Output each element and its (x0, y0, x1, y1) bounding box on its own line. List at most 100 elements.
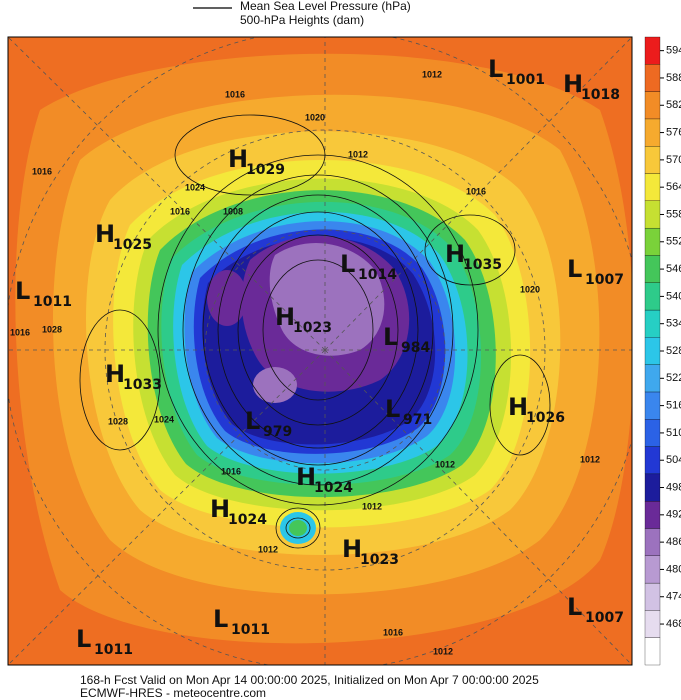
center-value: 1011 (94, 642, 133, 658)
center-value: 1011 (33, 294, 72, 310)
contour-label: 1024 (154, 414, 174, 424)
colorbar-label: 492 (666, 509, 681, 521)
colorbar-label: 546 (666, 263, 681, 275)
colorbar-swatch (644, 146, 661, 174)
map-area (8, 37, 632, 665)
colorbar-swatch (644, 473, 661, 502)
colorbar-label: 582 (666, 99, 681, 111)
colorbar-label: 594 (666, 45, 681, 57)
center-letter: L (213, 605, 228, 633)
center-value: 1025 (113, 237, 152, 253)
contour-label: 1016 (225, 89, 245, 99)
center-letter: L (383, 323, 398, 351)
center-letter: L (76, 625, 91, 653)
center-value: 1001 (506, 72, 545, 88)
contour-label: 1028 (42, 324, 62, 334)
colorbar-swatch (644, 446, 661, 475)
colorbar-swatch (644, 501, 661, 529)
footer-text: 168-h Fcst Valid on Mon Apr 14 00:00:00 … (80, 673, 539, 687)
colorbar-label: 498 (666, 481, 681, 493)
colorbar-label: 534 (666, 318, 681, 330)
center-letter: L (567, 255, 582, 283)
colorbar-label: 576 (666, 126, 681, 138)
center-value: 1033 (123, 377, 162, 393)
center-value: 1026 (526, 410, 565, 426)
contour-label: 1012 (435, 459, 455, 469)
center-letter: L (385, 395, 400, 423)
contour-label: 1020 (520, 284, 540, 294)
colorbar-swatch (644, 637, 661, 666)
contour-label: 1020 (305, 112, 325, 122)
colorbar-label: 588 (666, 72, 681, 84)
colorbar-swatch (644, 582, 661, 611)
colorbar-swatch (644, 309, 661, 338)
center-value: 1011 (231, 622, 270, 638)
center-letter: H (210, 495, 230, 523)
colorbar-swatch (644, 118, 661, 147)
center-letter: H (105, 360, 125, 388)
colorbar-swatch (644, 282, 661, 311)
colorbar-swatch (644, 555, 661, 584)
colorbar-label: 564 (666, 181, 681, 193)
center-value: 1024 (314, 480, 353, 496)
center-letter: H (508, 393, 528, 421)
center-letter: H (296, 463, 316, 491)
contour-label: 1008 (223, 206, 243, 216)
contour-label: 1016 (32, 166, 52, 176)
contour-label: 1016 (221, 466, 241, 476)
center-letter: L (340, 250, 355, 278)
center-letter: H (563, 70, 583, 98)
center-value: 1035 (463, 257, 502, 273)
footer-text: ECMWF-HRES - meteocentre.com (80, 686, 266, 700)
center-letter: L (488, 55, 503, 83)
colorbar-label: 504 (666, 454, 681, 466)
legend-label: 500-hPa Heights (dam) (240, 13, 364, 27)
colorbar: 594 588 582 576 570 564 558 552 546 540 534 528 522 5… (644, 36, 681, 666)
center-value: 1014 (358, 267, 397, 283)
center-value: 1023 (293, 320, 332, 336)
colorbar-swatch (644, 200, 661, 229)
colorbar-label: 570 (666, 154, 681, 166)
contour-label: 1012 (422, 69, 442, 79)
colorbar-swatch (644, 255, 661, 283)
colorbar-label: 552 (666, 236, 681, 248)
colorbar-swatch (644, 419, 661, 447)
center-value: 984 (401, 340, 430, 356)
center-value: 1024 (228, 512, 267, 528)
center-value: 1018 (581, 87, 620, 103)
contour-label: 1012 (348, 149, 368, 159)
colorbar-swatch (644, 391, 661, 420)
contour-label: 1016 (383, 627, 403, 637)
colorbar-swatch (644, 64, 661, 92)
contour-label: 1016 (170, 206, 190, 216)
center-value: 1029 (246, 162, 285, 178)
colorbar-label: 522 (666, 372, 681, 384)
contour-label: 1016 (466, 186, 486, 196)
contour-label: 1016 (10, 327, 30, 337)
center-letter: H (342, 535, 362, 563)
center-letter: L (15, 277, 30, 305)
colorbar-label: 516 (666, 400, 681, 412)
contour-label: 1024 (185, 182, 205, 192)
colorbar-swatch (644, 173, 661, 201)
center-value: 1023 (360, 552, 399, 568)
center-letter: H (95, 220, 115, 248)
colorbar-swatch (644, 337, 661, 365)
center-value: 979 (263, 424, 292, 440)
center-value: 1007 (585, 610, 624, 626)
colorbar-label: 510 (666, 427, 681, 439)
center-letter: H (275, 303, 295, 331)
contour-label: 1012 (433, 646, 453, 656)
colorbar-swatch (644, 227, 661, 256)
center-letter: H (445, 240, 465, 268)
colorbar-swatch (644, 364, 661, 393)
center-letter: L (567, 593, 582, 621)
colorbar-swatch (644, 91, 661, 120)
colorbar-label: 480 (666, 563, 681, 575)
colorbar-label: 540 (666, 290, 681, 302)
colorbar-label: 486 (666, 536, 681, 548)
center-letter: L (245, 407, 260, 435)
colorbar-label: 474 (666, 591, 681, 603)
colorbar-label: 468 (666, 618, 681, 630)
